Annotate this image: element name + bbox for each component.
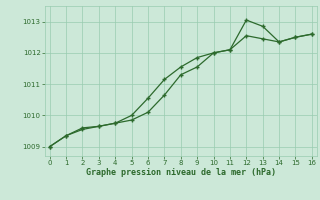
X-axis label: Graphe pression niveau de la mer (hPa): Graphe pression niveau de la mer (hPa): [86, 168, 276, 177]
